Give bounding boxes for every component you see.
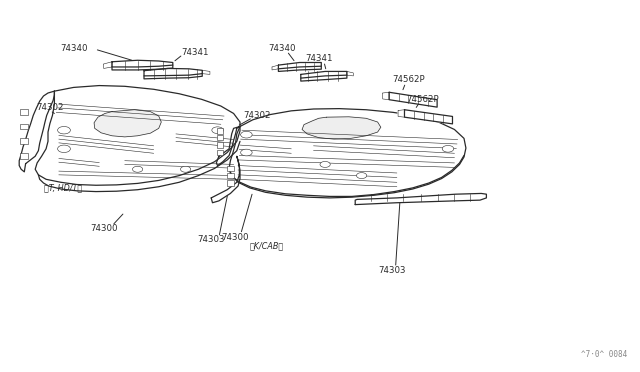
Polygon shape: [211, 156, 240, 203]
Text: 74562P: 74562P: [406, 95, 438, 104]
Text: 74340: 74340: [60, 44, 87, 53]
Text: 74300: 74300: [90, 224, 117, 233]
Bar: [217, 142, 223, 148]
Polygon shape: [104, 62, 112, 68]
Polygon shape: [19, 91, 54, 172]
Bar: [217, 150, 223, 155]
Polygon shape: [301, 75, 347, 81]
Polygon shape: [347, 71, 353, 76]
Circle shape: [241, 149, 252, 156]
Bar: [227, 180, 234, 186]
Text: 〈T, HD/T〉: 〈T, HD/T〉: [44, 183, 82, 192]
Text: 74303: 74303: [378, 266, 405, 275]
Circle shape: [356, 173, 367, 179]
Polygon shape: [216, 126, 240, 166]
Bar: [20, 138, 28, 144]
Polygon shape: [144, 74, 202, 79]
Circle shape: [180, 166, 191, 172]
Polygon shape: [272, 65, 278, 70]
Polygon shape: [389, 92, 437, 107]
Polygon shape: [112, 65, 173, 70]
Polygon shape: [301, 71, 347, 78]
Bar: [20, 124, 28, 129]
Circle shape: [320, 161, 330, 167]
Circle shape: [58, 126, 70, 134]
Circle shape: [132, 166, 143, 172]
Polygon shape: [229, 109, 466, 198]
Polygon shape: [144, 68, 202, 76]
Circle shape: [241, 131, 252, 138]
Text: ^7·0^ 0084: ^7·0^ 0084: [581, 350, 627, 359]
Polygon shape: [35, 86, 240, 185]
Polygon shape: [202, 70, 210, 74]
Polygon shape: [278, 66, 321, 71]
Text: 74300: 74300: [222, 233, 249, 242]
Text: 74303: 74303: [198, 235, 225, 244]
Text: 〈K/CAB〉: 〈K/CAB〉: [250, 242, 284, 251]
Circle shape: [212, 127, 223, 134]
Bar: [217, 135, 223, 140]
Polygon shape: [398, 110, 404, 117]
Polygon shape: [302, 117, 381, 139]
Polygon shape: [355, 193, 486, 205]
Polygon shape: [383, 92, 389, 100]
Text: 74562P: 74562P: [392, 76, 424, 84]
Text: 74341: 74341: [305, 54, 332, 63]
Text: 74302: 74302: [36, 103, 63, 112]
Text: 74341: 74341: [182, 48, 209, 57]
Polygon shape: [404, 110, 452, 124]
Circle shape: [58, 145, 70, 153]
Bar: [227, 173, 234, 178]
Text: 74302: 74302: [244, 111, 271, 120]
Bar: [217, 128, 223, 134]
Bar: [20, 153, 28, 159]
Circle shape: [442, 145, 454, 152]
Polygon shape: [94, 110, 161, 137]
Polygon shape: [112, 60, 173, 67]
Bar: [227, 166, 234, 171]
Bar: [20, 109, 28, 115]
Polygon shape: [278, 62, 321, 69]
Text: 74340: 74340: [268, 44, 295, 53]
